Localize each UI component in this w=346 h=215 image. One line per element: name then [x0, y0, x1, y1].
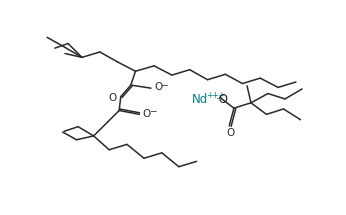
Text: O: O	[108, 93, 117, 103]
Text: +++: +++	[206, 91, 225, 100]
Text: −: −	[149, 106, 156, 115]
Text: −: −	[160, 80, 168, 89]
Text: Nd: Nd	[192, 93, 208, 106]
Text: O: O	[226, 128, 234, 138]
Text: O: O	[154, 82, 162, 92]
Text: O: O	[143, 109, 151, 119]
Text: ·O: ·O	[215, 93, 228, 106]
